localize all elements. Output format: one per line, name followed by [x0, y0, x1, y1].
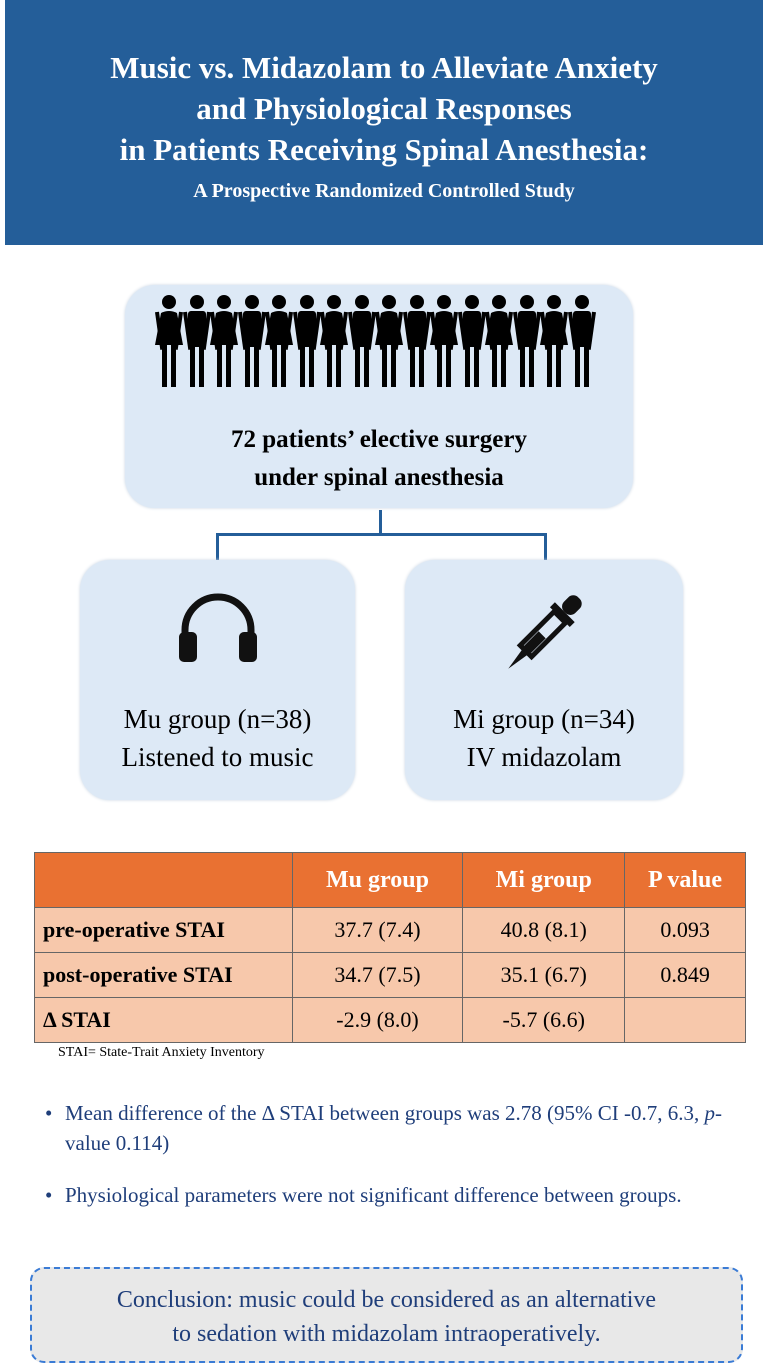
- title-line: Music vs. Midazolam to Alleviate Anxiety: [110, 50, 658, 85]
- table-cell: 37.7 (7.4): [291, 907, 464, 953]
- column-header: Mu group: [291, 852, 464, 908]
- table-cell: 40.8 (8.1): [462, 907, 626, 953]
- music-group-box: Mu group (n=38) Listened to music: [80, 560, 355, 800]
- table-row: Δ STAI -2.9 (8.0) -5.7 (6.6): [34, 997, 746, 1043]
- person-figure: [292, 295, 321, 387]
- table-cell: 0.849: [624, 952, 746, 998]
- person-figure: [540, 295, 568, 387]
- table-cell: [624, 997, 746, 1043]
- stai-table: Mu group Mi group P value pre-operative …: [34, 852, 746, 1043]
- conclusion-line: Conclusion: music could be considered as…: [116, 1287, 657, 1313]
- bullet-item: • Physiological parameters were not sign…: [45, 1180, 735, 1210]
- person-figure: [375, 295, 403, 387]
- connector-line: [216, 533, 219, 560]
- person-figure: [430, 295, 458, 387]
- column-header: [34, 852, 293, 908]
- table-cell: 34.7 (7.5): [291, 952, 464, 998]
- bullet-text: Mean difference of the Δ STAI between gr…: [65, 1101, 705, 1125]
- syringe-dropper-icon: [508, 595, 582, 669]
- midazolam-group-box: Mi group (n=34) IV midazolam: [405, 560, 683, 800]
- table-cell: -2.9 (8.0): [291, 997, 464, 1043]
- group-intervention: Listened to music: [121, 742, 314, 772]
- bullet-text: -value 0.114): [65, 1101, 723, 1155]
- person-figure: [485, 295, 513, 387]
- population-line: under spinal anesthesia: [254, 464, 504, 491]
- conclusion-box: Conclusion: music could be considered as…: [30, 1267, 743, 1363]
- population-line: 72 patients’ elective surgery: [231, 426, 527, 453]
- row-label: post-operative STAI: [34, 952, 293, 998]
- person-figure: [155, 295, 183, 387]
- conclusion-line: to sedation with midazolam intraoperativ…: [172, 1321, 601, 1347]
- person-figure: [237, 295, 266, 387]
- bullet-item: • Mean difference of the Δ STAI between …: [45, 1098, 735, 1158]
- table-row: post-operative STAI 34.7 (7.5) 35.1 (6.7…: [34, 952, 746, 998]
- column-header: Mi group: [462, 852, 626, 908]
- title-line: and Physiological Responses: [196, 91, 572, 126]
- people-icon: [155, 295, 596, 387]
- table-row: pre-operative STAI 37.7 (7.4) 40.8 (8.1)…: [34, 907, 746, 953]
- table-cell: 0.093: [624, 907, 746, 953]
- person-figure: [347, 295, 376, 387]
- person-figure: [182, 295, 211, 387]
- person-figure: [402, 295, 431, 387]
- title: Music vs. Midazolam to Alleviate Anxiety…: [5, 0, 763, 170]
- person-figure: [265, 295, 293, 387]
- headphones-icon: [179, 593, 257, 662]
- bullet-text-italic: p: [704, 1101, 716, 1125]
- row-label: Δ STAI: [34, 997, 293, 1043]
- bullet-icon: •: [45, 1183, 53, 1207]
- population-box: 72 patients’ elective surgery under spin…: [125, 285, 633, 508]
- bullet-text: Physiological parameters were not signif…: [65, 1183, 682, 1207]
- group-intervention: IV midazolam: [466, 742, 622, 772]
- subtitle: A Prospective Randomized Controlled Stud…: [193, 180, 575, 202]
- connector-line: [216, 533, 547, 536]
- bullet-icon: •: [45, 1101, 53, 1125]
- column-header: P value: [624, 852, 746, 908]
- person-figure: [210, 295, 238, 387]
- table-cell: -5.7 (6.6): [462, 997, 626, 1043]
- table-header-row: Mu group Mi group P value: [34, 852, 746, 908]
- group-name: Mi group (n=34): [453, 704, 635, 734]
- person-figure: [320, 295, 348, 387]
- person-figure: [512, 295, 541, 387]
- title-line: in Patients Receiving Spinal Anesthesia:: [119, 132, 649, 167]
- person-figure: [567, 295, 596, 387]
- table-cell: 35.1 (6.7): [462, 952, 626, 998]
- person-figure: [457, 295, 486, 387]
- row-label: pre-operative STAI: [34, 907, 293, 953]
- group-name: Mu group (n=38): [123, 704, 312, 734]
- title-banner: Music vs. Midazolam to Alleviate Anxiety…: [5, 0, 763, 245]
- table-footnote: STAI= State-Trait Anxiety Inventory: [58, 1045, 265, 1060]
- connector-line: [379, 510, 382, 535]
- population-text: 72 patients’ elective surgery under spin…: [125, 421, 633, 497]
- connector-line: [544, 533, 547, 560]
